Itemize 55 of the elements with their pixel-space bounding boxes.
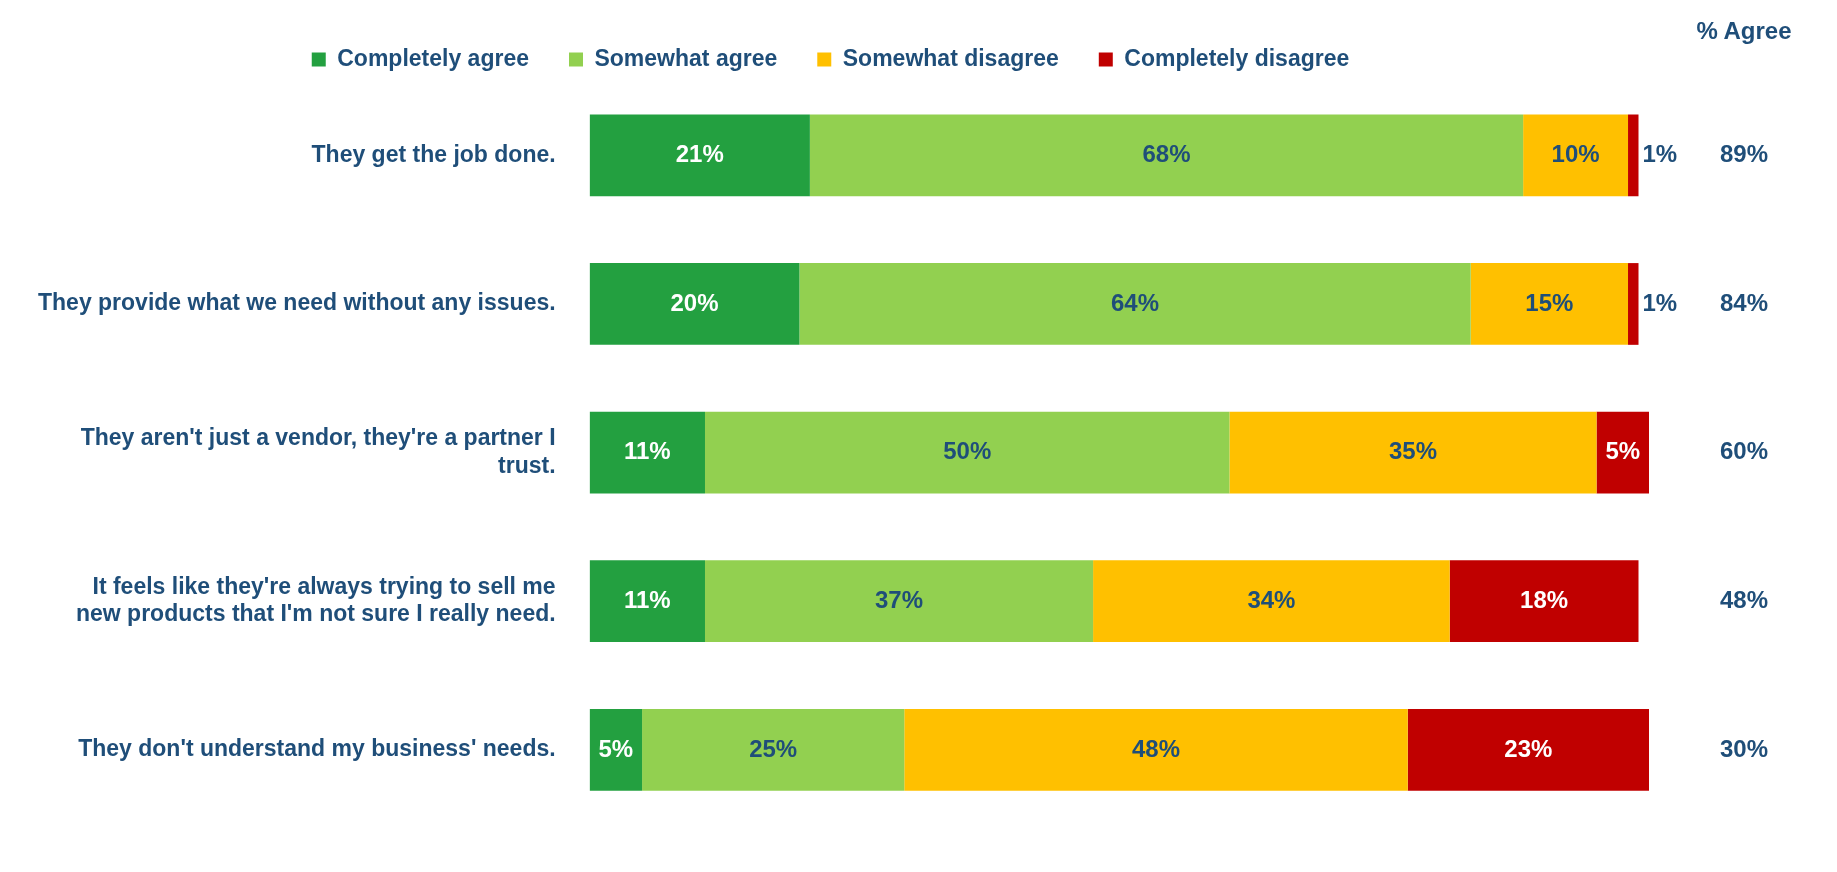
data-label: 34% bbox=[1247, 585, 1296, 613]
text: 89% bbox=[1719, 139, 1769, 167]
text: 60% bbox=[1719, 437, 1769, 465]
data-label: 48% bbox=[1131, 734, 1181, 762]
data-label: 11% bbox=[623, 585, 671, 613]
y-tick-label: They provide what we need without any issues. bbox=[37, 289, 556, 316]
bar bbox=[589, 411, 705, 494]
bar bbox=[1628, 263, 1639, 345]
bar bbox=[589, 263, 800, 345]
bar bbox=[704, 560, 1094, 643]
data-label: 5% bbox=[598, 734, 634, 762]
data-label: 25% bbox=[749, 734, 798, 762]
data-label: 15% bbox=[1525, 288, 1574, 316]
data-label: 18% bbox=[1520, 585, 1569, 613]
bar bbox=[1407, 709, 1649, 791]
bar bbox=[642, 709, 905, 791]
bar bbox=[1596, 411, 1649, 494]
data-label: 21% bbox=[675, 139, 724, 167]
y-tick-label: They don't understand my business' needs. bbox=[78, 735, 556, 762]
data-label: 5% bbox=[1605, 437, 1641, 465]
y-tick-label: It feels like they're always trying to sell me new products that I'm not sure I really need. bbox=[75, 572, 556, 627]
legend-label: Completely disagree bbox=[1124, 44, 1350, 71]
legend-label: Somewhat disagree bbox=[842, 44, 1059, 71]
bar bbox=[904, 709, 1408, 791]
bar bbox=[1449, 560, 1639, 643]
data-label: 64% bbox=[1111, 288, 1160, 316]
bar bbox=[589, 560, 705, 643]
legend-label: Completely agree bbox=[337, 44, 529, 71]
bar bbox=[1093, 560, 1450, 643]
y-tick-label: They aren't just a vendor, they're a partner I trust. bbox=[80, 424, 556, 478]
bar bbox=[704, 411, 1230, 494]
data-label: 23% bbox=[1504, 734, 1553, 762]
text: 30% bbox=[1719, 734, 1769, 762]
bar bbox=[1628, 114, 1639, 197]
data-label: 10% bbox=[1551, 139, 1600, 167]
data-label: 11% bbox=[623, 437, 671, 465]
bar bbox=[1229, 411, 1597, 494]
data-label: 20% bbox=[670, 288, 719, 316]
data-label: 1% bbox=[1642, 139, 1678, 167]
bar bbox=[1523, 114, 1629, 197]
bar bbox=[799, 263, 1471, 345]
data-label: 68% bbox=[1142, 139, 1191, 167]
text: 84% bbox=[1719, 288, 1769, 316]
data-label: 35% bbox=[1388, 437, 1438, 465]
text: 48% bbox=[1719, 585, 1769, 613]
data-label: 1% bbox=[1642, 288, 1678, 316]
legend-label: Somewhat agree bbox=[594, 44, 778, 71]
bar bbox=[589, 709, 643, 791]
text: % Agree bbox=[1696, 16, 1792, 44]
data-label: 37% bbox=[875, 585, 924, 613]
data-label: 50% bbox=[943, 437, 992, 465]
bar bbox=[1470, 263, 1629, 345]
bar bbox=[589, 114, 810, 197]
bar bbox=[809, 114, 1524, 197]
y-tick-label: They get the job done. bbox=[311, 140, 556, 167]
